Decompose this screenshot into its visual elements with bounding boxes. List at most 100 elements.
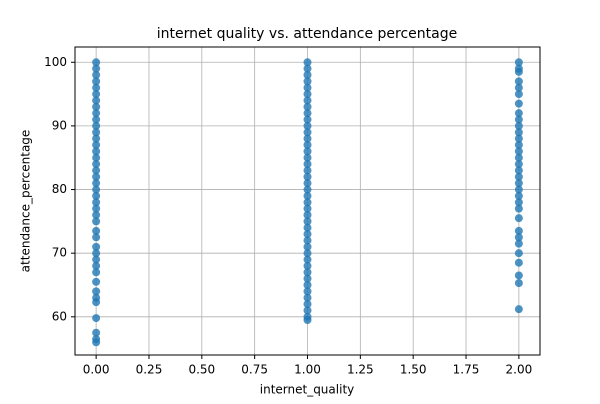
point [92, 153, 101, 162]
point [92, 166, 101, 175]
point [303, 115, 312, 124]
point [92, 128, 101, 137]
point [514, 233, 523, 242]
point [303, 255, 312, 264]
point [92, 90, 101, 99]
point [303, 223, 312, 232]
point [514, 179, 523, 188]
point [303, 242, 312, 251]
point [92, 83, 101, 92]
x-tick-label: 1.75 [453, 363, 480, 377]
y-tick-label: 60 [52, 309, 67, 323]
point [514, 239, 523, 248]
point [303, 198, 312, 207]
y-tick-label: 90 [52, 118, 67, 132]
point [92, 204, 101, 213]
point [92, 141, 101, 149]
point [303, 64, 312, 73]
point [303, 191, 312, 200]
point [303, 109, 312, 118]
point [92, 58, 101, 67]
point [92, 268, 101, 277]
point [303, 268, 312, 277]
point [303, 281, 312, 289]
point [514, 271, 523, 280]
point [514, 128, 523, 137]
point [303, 83, 312, 92]
x-tick-label: 1.50 [400, 363, 427, 377]
point [303, 58, 312, 67]
point [303, 204, 312, 213]
point [303, 90, 312, 99]
chart-title: internet quality vs. attendance percenta… [157, 26, 457, 42]
point [303, 293, 312, 302]
x-tick-label: 0.75 [241, 363, 268, 377]
point [92, 191, 101, 200]
point [92, 134, 101, 143]
point [303, 121, 312, 130]
point [303, 236, 312, 245]
point [92, 64, 101, 73]
point [303, 96, 312, 105]
point [514, 83, 523, 92]
point [303, 249, 312, 258]
point [514, 90, 523, 99]
point [92, 255, 101, 264]
point [303, 217, 312, 226]
y-tick-label: 80 [52, 182, 67, 196]
x-tick-label: 0.25 [136, 363, 163, 377]
point [303, 306, 312, 315]
point [514, 64, 523, 73]
point [514, 121, 523, 130]
point [303, 300, 312, 309]
point [514, 204, 523, 213]
point [92, 226, 101, 235]
point [514, 185, 523, 194]
point [92, 261, 101, 270]
x-axis-label: internet_quality [260, 383, 355, 397]
point [514, 115, 523, 124]
point [303, 312, 312, 321]
point [92, 172, 101, 181]
point [514, 153, 523, 162]
point [303, 261, 312, 270]
point [514, 58, 523, 67]
point [92, 71, 101, 79]
point [92, 121, 101, 130]
point [92, 147, 101, 156]
x-tick-label: 1.25 [347, 363, 374, 377]
point [514, 258, 523, 267]
point [92, 233, 101, 242]
point [92, 185, 101, 194]
point [514, 109, 523, 118]
point [303, 166, 312, 175]
y-tick-label: 70 [52, 246, 67, 260]
point [92, 102, 101, 111]
point [303, 134, 312, 143]
point [303, 211, 312, 219]
point [92, 217, 101, 226]
point [303, 147, 312, 156]
point [303, 77, 312, 86]
point [303, 185, 312, 194]
point [92, 277, 101, 286]
point [303, 230, 312, 239]
plot-frame [74, 46, 541, 356]
y-axis-label: attendance_percentage [19, 130, 33, 273]
point [92, 211, 101, 219]
point [303, 179, 312, 188]
point [92, 249, 101, 258]
point [514, 249, 523, 258]
point [92, 77, 101, 86]
point [92, 96, 101, 105]
x-tick-label: 0.00 [83, 363, 110, 377]
point [303, 71, 312, 79]
point [514, 198, 523, 207]
point [92, 328, 101, 337]
point [303, 274, 312, 283]
point [303, 102, 312, 111]
x-tick-label: 1.00 [294, 363, 321, 377]
x-tick-label: 0.50 [188, 363, 215, 377]
point [303, 128, 312, 137]
